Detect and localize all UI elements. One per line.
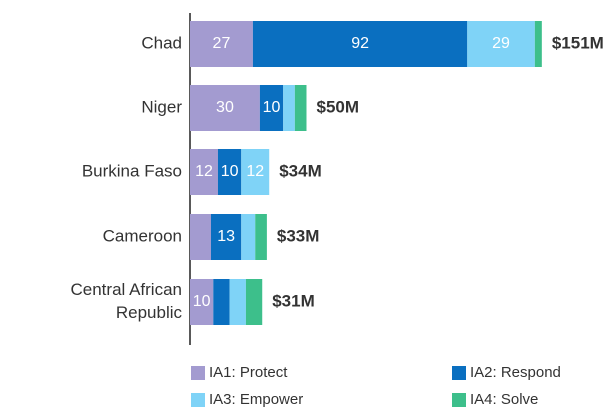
- bar-segment: [245, 279, 263, 325]
- bar-segment: [283, 85, 295, 131]
- bar-segment: [252, 21, 468, 67]
- bar-segment: [213, 279, 230, 325]
- segment-label: 29: [492, 35, 510, 52]
- category-label: Burkina Faso: [82, 161, 182, 180]
- bar-segment: [294, 85, 307, 131]
- bar-segment: [190, 279, 214, 325]
- category-label: Chad: [141, 33, 182, 52]
- legend-label: IA2: Respond: [470, 364, 561, 381]
- category-line: Republic: [116, 303, 183, 322]
- bar-segment: [190, 85, 260, 131]
- total-label: $31M: [272, 291, 315, 310]
- total-label: $34M: [279, 161, 322, 180]
- segment-label: 13: [217, 228, 235, 245]
- segment-label: 10: [263, 99, 281, 116]
- segment-label: 27: [213, 35, 231, 52]
- total-label: $50M: [317, 97, 360, 116]
- segment-label: 92: [351, 35, 369, 52]
- segment-label: 12: [195, 163, 213, 180]
- bar-segment: [190, 214, 211, 260]
- legend-label: IA3: Empower: [209, 391, 303, 407]
- total-label: $33M: [277, 226, 320, 245]
- legend-swatch: [452, 366, 466, 380]
- legend-swatch: [191, 366, 205, 380]
- category-line: Central African: [71, 280, 183, 299]
- legend-swatch: [191, 393, 205, 407]
- bar-segment: [190, 21, 253, 67]
- category-label: Niger: [141, 97, 182, 116]
- bar-segment: [467, 21, 535, 67]
- bar-segment: [190, 149, 218, 195]
- bar-segment: [241, 214, 256, 260]
- segment-label: 30: [216, 99, 234, 116]
- total-label: $151M: [552, 33, 604, 52]
- bar-segment: [241, 149, 270, 195]
- legend-label: IA4: Solve: [470, 391, 538, 407]
- bar-segment: [217, 149, 242, 195]
- segment-label: 12: [246, 163, 264, 180]
- bar-segment: [255, 214, 267, 260]
- segment-label: 10: [193, 293, 211, 310]
- bar-segment: [210, 214, 242, 260]
- bar-segment: [259, 85, 284, 131]
- category-label: Central African Republic: [71, 280, 183, 322]
- legend-swatch: [452, 393, 466, 407]
- category-label: Cameroon: [103, 226, 182, 245]
- legend-label: IA1: Protect: [209, 364, 288, 381]
- segment-label: 10: [221, 163, 239, 180]
- bar-segment: [229, 279, 246, 325]
- bar-segment: [534, 21, 542, 67]
